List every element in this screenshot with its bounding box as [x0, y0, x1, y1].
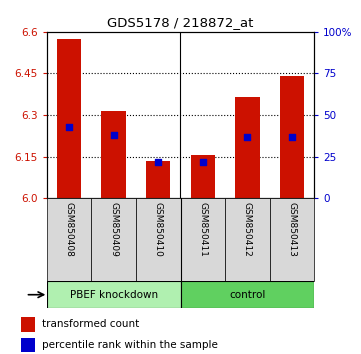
Text: PBEF knockdown: PBEF knockdown: [70, 290, 158, 300]
Bar: [279, 76, 304, 198]
Text: GSM850413: GSM850413: [287, 202, 296, 257]
Text: GSM850411: GSM850411: [198, 202, 207, 257]
Bar: [21, 338, 35, 352]
Text: percentile rank within the sample: percentile rank within the sample: [42, 339, 218, 350]
Text: control: control: [229, 290, 265, 300]
Bar: [235, 97, 260, 198]
Bar: [146, 161, 170, 198]
Bar: [270, 198, 314, 281]
Point: [244, 134, 250, 139]
Bar: [91, 198, 136, 281]
Bar: [101, 111, 126, 198]
Bar: [21, 317, 35, 332]
Title: GDS5178 / 218872_at: GDS5178 / 218872_at: [107, 16, 254, 29]
Bar: [47, 198, 91, 281]
Bar: [191, 155, 215, 198]
Point: [200, 159, 206, 165]
Bar: [47, 281, 180, 308]
Point: [155, 159, 161, 165]
Bar: [57, 39, 82, 198]
Text: GSM850410: GSM850410: [154, 202, 163, 257]
Bar: [180, 198, 225, 281]
Point: [289, 134, 295, 139]
Bar: [136, 198, 180, 281]
Bar: [180, 281, 314, 308]
Text: transformed count: transformed count: [42, 319, 139, 329]
Point: [66, 124, 72, 130]
Bar: [225, 198, 270, 281]
Text: GSM850409: GSM850409: [109, 202, 118, 257]
Point: [111, 132, 117, 138]
Text: GSM850412: GSM850412: [243, 202, 252, 257]
Text: GSM850408: GSM850408: [65, 202, 74, 257]
